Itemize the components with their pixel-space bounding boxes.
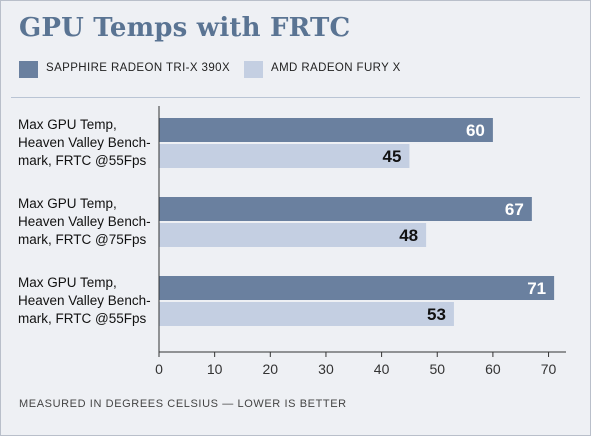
data-label: 48 [399, 226, 418, 245]
data-label: 67 [505, 200, 524, 219]
data-label: 71 [527, 279, 546, 298]
x-tick-label: 0 [155, 361, 163, 377]
bar-sapphire-1 [159, 118, 493, 142]
x-tick-label: 50 [429, 361, 445, 377]
bar-fury-2 [159, 223, 426, 247]
bar-sapphire-3 [159, 276, 554, 300]
bar-fury-3 [159, 302, 454, 326]
data-label: 60 [466, 121, 485, 140]
x-tick-label: 40 [374, 361, 390, 377]
bar-fury-1 [159, 144, 409, 168]
x-tick-label: 60 [485, 361, 501, 377]
bar-sapphire-2 [159, 197, 532, 221]
x-tick-label: 10 [207, 361, 223, 377]
data-label: 53 [427, 305, 446, 324]
x-tick-label: 30 [318, 361, 334, 377]
x-tick-label: 20 [263, 361, 279, 377]
x-tick-label: 70 [541, 361, 557, 377]
data-label: 45 [383, 147, 402, 166]
